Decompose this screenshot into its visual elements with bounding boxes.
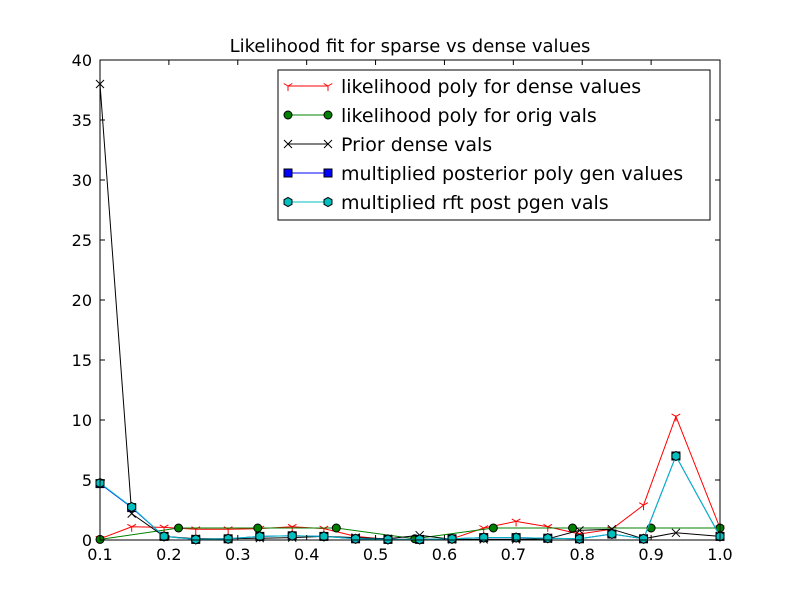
data-point (671, 413, 681, 422)
y-tick-label: 15 (72, 351, 92, 370)
data-point (127, 523, 137, 532)
data-point (383, 534, 393, 545)
data-point (511, 518, 521, 527)
axis-ticks: 0.1 0.2 0.3 0.4 0.5 0.6 0.7 0.8 0.9 1.0 0 5 10 15 20 25… (72, 51, 733, 564)
series-5 (95, 450, 725, 545)
legend-entry: multiplied posterior poly gen values (283, 163, 683, 185)
legend-marker (283, 139, 293, 149)
data-point (127, 501, 137, 513)
legend-entry: likelihood poly for dense values (283, 76, 641, 98)
series-4 (95, 451, 725, 544)
legend-marker (283, 196, 293, 208)
y-tick-label: 5 (82, 471, 92, 490)
y-tick-label: 0 (82, 531, 92, 550)
series-line (99, 454, 721, 540)
legend-marker (283, 83, 293, 91)
data-point (574, 533, 584, 544)
chart-title: Likelihood fit for sparse vs dense value… (230, 36, 591, 57)
legend: likelihood poly for dense values likeliho… (277, 69, 711, 221)
y-tick-label: 25 (72, 231, 92, 250)
data-point (191, 534, 201, 545)
data-point (159, 531, 169, 542)
x-tick-label: 0.7 (501, 545, 526, 564)
legend-label: likelihood poly for orig vals (341, 105, 597, 127)
legend-box (277, 69, 711, 221)
legend-entry: likelihood poly for orig vals (283, 105, 597, 127)
data-point (319, 531, 329, 542)
legend-marker (323, 110, 333, 120)
data-point (415, 534, 425, 545)
x-tick-label: 0.6 (432, 545, 457, 564)
legend-label: multiplied rft post pgen vals (341, 192, 609, 214)
x-tick-label: 0.2 (156, 545, 181, 564)
data-point (639, 533, 649, 544)
data-point (671, 528, 681, 538)
data-point (671, 450, 681, 462)
data-point (543, 533, 553, 544)
y-tick-label: 20 (72, 291, 92, 310)
series-line (99, 454, 721, 540)
data-point (174, 523, 184, 533)
legend-entry: multiplied rft post pgen vals (283, 192, 609, 214)
data-point (646, 523, 656, 533)
legend-marker (323, 83, 333, 91)
y-tick-label: 35 (72, 111, 92, 130)
data-point (331, 523, 341, 533)
data-point (255, 531, 265, 542)
legend-label: likelihood poly for dense values (341, 76, 641, 98)
data-point (638, 502, 649, 511)
legend-label: Prior dense vals (341, 134, 492, 156)
data-point (223, 533, 233, 544)
y-tick-label: 30 (72, 171, 92, 190)
series-line (99, 414, 721, 540)
plot-area (95, 79, 725, 545)
legend-marker (323, 196, 333, 208)
legend-entry: Prior dense vals (283, 134, 492, 156)
data-point (287, 530, 297, 541)
data-point (568, 523, 578, 533)
x-tick-label: 0.1 (87, 545, 112, 564)
data-point (575, 526, 584, 535)
data-point (488, 523, 498, 533)
x-tick-label: 0.3 (225, 545, 250, 564)
x-tick-label: 0.5 (363, 545, 388, 564)
data-point (607, 528, 617, 540)
legend-marker (323, 168, 333, 178)
series-1 (95, 413, 725, 545)
y-tick-label: 10 (72, 411, 92, 430)
data-point (351, 533, 361, 544)
legend-marker (323, 139, 333, 149)
y-tick-label: 40 (72, 51, 92, 70)
x-tick-label: 1.0 (707, 545, 732, 564)
legend-marker (283, 168, 293, 178)
data-point (479, 532, 489, 543)
x-tick-label: 0.9 (638, 545, 663, 564)
data-point (253, 523, 263, 533)
data-point (447, 533, 457, 544)
series-2 (95, 523, 725, 544)
legend-label: multiplied posterior poly gen values (341, 163, 683, 185)
legend-marker (283, 110, 293, 120)
x-tick-label: 0.8 (569, 545, 594, 564)
x-tick-label: 0.4 (294, 545, 319, 564)
